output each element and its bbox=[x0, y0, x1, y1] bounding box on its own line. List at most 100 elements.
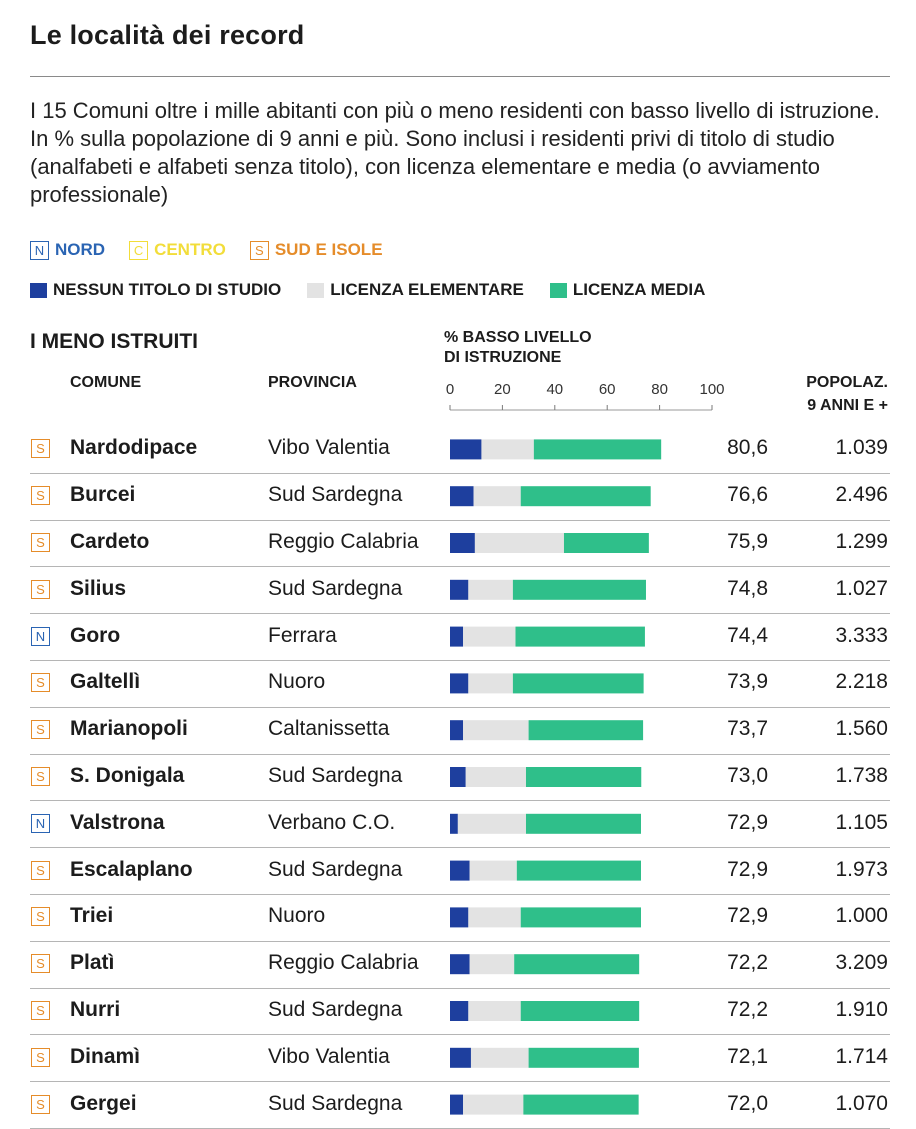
region-badge: N bbox=[31, 814, 50, 833]
popolazione-value: 3.333 bbox=[835, 624, 888, 647]
legend-elementare: LICENZA ELEMENTARE bbox=[307, 280, 524, 300]
pct-value: 72,2 bbox=[727, 951, 768, 974]
bar-media bbox=[523, 1094, 639, 1115]
popolazione-value: 1.070 bbox=[835, 1092, 888, 1115]
bar-elementare bbox=[481, 439, 534, 460]
comune-name: Triei bbox=[70, 904, 114, 927]
comune-name: Valstrona bbox=[70, 811, 165, 834]
bar-nessun-titolo bbox=[450, 720, 464, 741]
region-box-sud: S bbox=[249, 240, 269, 260]
provincia-name: Nuoro bbox=[268, 670, 326, 693]
bar-elementare bbox=[468, 907, 521, 928]
provincia-name: Ferrara bbox=[268, 624, 337, 647]
region-badge: S bbox=[31, 439, 50, 458]
comune-name: Marianopoli bbox=[70, 717, 188, 740]
row-divider bbox=[30, 847, 890, 848]
bar-elementare bbox=[468, 579, 513, 600]
popolazione-value: 1.973 bbox=[835, 858, 888, 881]
region-badge: S bbox=[31, 486, 50, 505]
popolazione-value: 2.218 bbox=[835, 670, 888, 693]
bar-media bbox=[520, 907, 641, 928]
bar-media bbox=[563, 533, 649, 553]
legend-centro-label: CENTRO bbox=[154, 240, 226, 259]
comune-name: S. Donigala bbox=[70, 764, 185, 787]
bar-media bbox=[525, 813, 641, 834]
popolazione-value: 1.039 bbox=[835, 436, 888, 459]
bar-media bbox=[520, 1001, 640, 1021]
row-divider bbox=[30, 988, 890, 989]
comune-name: Cardeto bbox=[70, 530, 150, 553]
comune-name: Escalaplano bbox=[70, 858, 193, 881]
region-badge: S bbox=[31, 1048, 50, 1067]
comune-name: Dinamì bbox=[70, 1045, 141, 1068]
bar-nessun-titolo bbox=[450, 907, 469, 928]
pct-value: 72,1 bbox=[727, 1045, 768, 1068]
provincia-name: Caltanissetta bbox=[268, 717, 390, 740]
popolazione-value: 1.000 bbox=[835, 904, 888, 927]
pct-value: 72,9 bbox=[727, 904, 768, 927]
axis-tick-label: 60 bbox=[599, 381, 616, 398]
provincia-name: Nuoro bbox=[268, 904, 326, 927]
legend-sud: S SUD E ISOLE bbox=[249, 240, 383, 260]
legend-centro: C CENTRO bbox=[129, 240, 226, 260]
region-badge: N bbox=[31, 627, 50, 646]
row-divider bbox=[30, 473, 890, 474]
bar-elementare bbox=[463, 626, 516, 647]
header-provincia: PROVINCIA bbox=[268, 374, 357, 391]
legend-sud-label: SUD E ISOLE bbox=[274, 240, 383, 259]
provincia-name: Reggio Calabria bbox=[268, 530, 419, 553]
row-divider bbox=[30, 754, 890, 755]
legend-media: LICENZA MEDIA bbox=[549, 280, 706, 300]
bar-nessun-titolo bbox=[450, 486, 474, 507]
region-badge: S bbox=[31, 767, 50, 786]
intro-text: I 15 Comuni oltre i mille abitanti con p… bbox=[30, 98, 880, 207]
bar-elementare bbox=[465, 767, 526, 787]
provincia-name: Sud Sardegna bbox=[268, 858, 403, 881]
bar-nessun-titolo bbox=[450, 533, 475, 553]
axis-tick-label: 100 bbox=[699, 381, 724, 398]
region-box-centro: C bbox=[129, 240, 149, 260]
bar-nessun-titolo bbox=[450, 1094, 464, 1115]
pct-value: 72,0 bbox=[727, 1092, 768, 1115]
bar-media bbox=[516, 860, 641, 881]
bar-nessun-titolo bbox=[450, 673, 469, 694]
popolazione-value: 1.560 bbox=[835, 717, 888, 740]
bar-nessun-titolo bbox=[450, 439, 482, 460]
row-divider bbox=[30, 1081, 890, 1082]
region-badge: S bbox=[31, 907, 50, 926]
bar-media bbox=[525, 767, 642, 787]
bar-elementare bbox=[469, 860, 517, 881]
bar-elementare bbox=[470, 1047, 529, 1068]
legend-nord-label: NORD bbox=[55, 240, 106, 259]
section-title: I MENO ISTRUITI bbox=[30, 330, 198, 353]
swatch-nessun-titolo bbox=[30, 282, 47, 298]
bar-elementare bbox=[473, 486, 521, 507]
provincia-name: Sud Sardegna bbox=[268, 764, 403, 787]
title-divider bbox=[30, 76, 890, 77]
row-divider bbox=[30, 520, 890, 521]
bar-nessun-titolo bbox=[450, 767, 466, 787]
bar-media bbox=[512, 579, 646, 600]
bar-elementare bbox=[463, 720, 529, 741]
row-divider bbox=[30, 707, 890, 708]
axis-tick-label: 20 bbox=[494, 381, 511, 398]
bar-elementare bbox=[474, 533, 564, 553]
bar-elementare bbox=[457, 813, 526, 834]
header-pop-line2: 9 ANNI E + bbox=[807, 397, 888, 414]
row-divider bbox=[30, 894, 890, 895]
legend-media-label: LICENZA MEDIA bbox=[572, 280, 706, 299]
provincia-name: Verbano C.O. bbox=[268, 811, 396, 834]
bar-elementare bbox=[463, 1094, 524, 1115]
popolazione-value: 1.299 bbox=[835, 530, 888, 553]
pct-value: 73,7 bbox=[727, 717, 768, 740]
provincia-name: Sud Sardegna bbox=[268, 998, 403, 1021]
legend-elementare-label: LICENZA ELEMENTARE bbox=[330, 280, 524, 299]
pct-value: 76,6 bbox=[727, 483, 768, 506]
bar-media bbox=[512, 673, 644, 694]
region-badge: S bbox=[31, 533, 50, 552]
axis-tick-label: 80 bbox=[651, 381, 668, 398]
pct-value: 74,8 bbox=[727, 577, 768, 600]
header-pct-line1: % BASSO LIVELLO bbox=[444, 329, 592, 346]
region-box-nord: N bbox=[30, 240, 49, 260]
bar-media bbox=[533, 439, 662, 460]
